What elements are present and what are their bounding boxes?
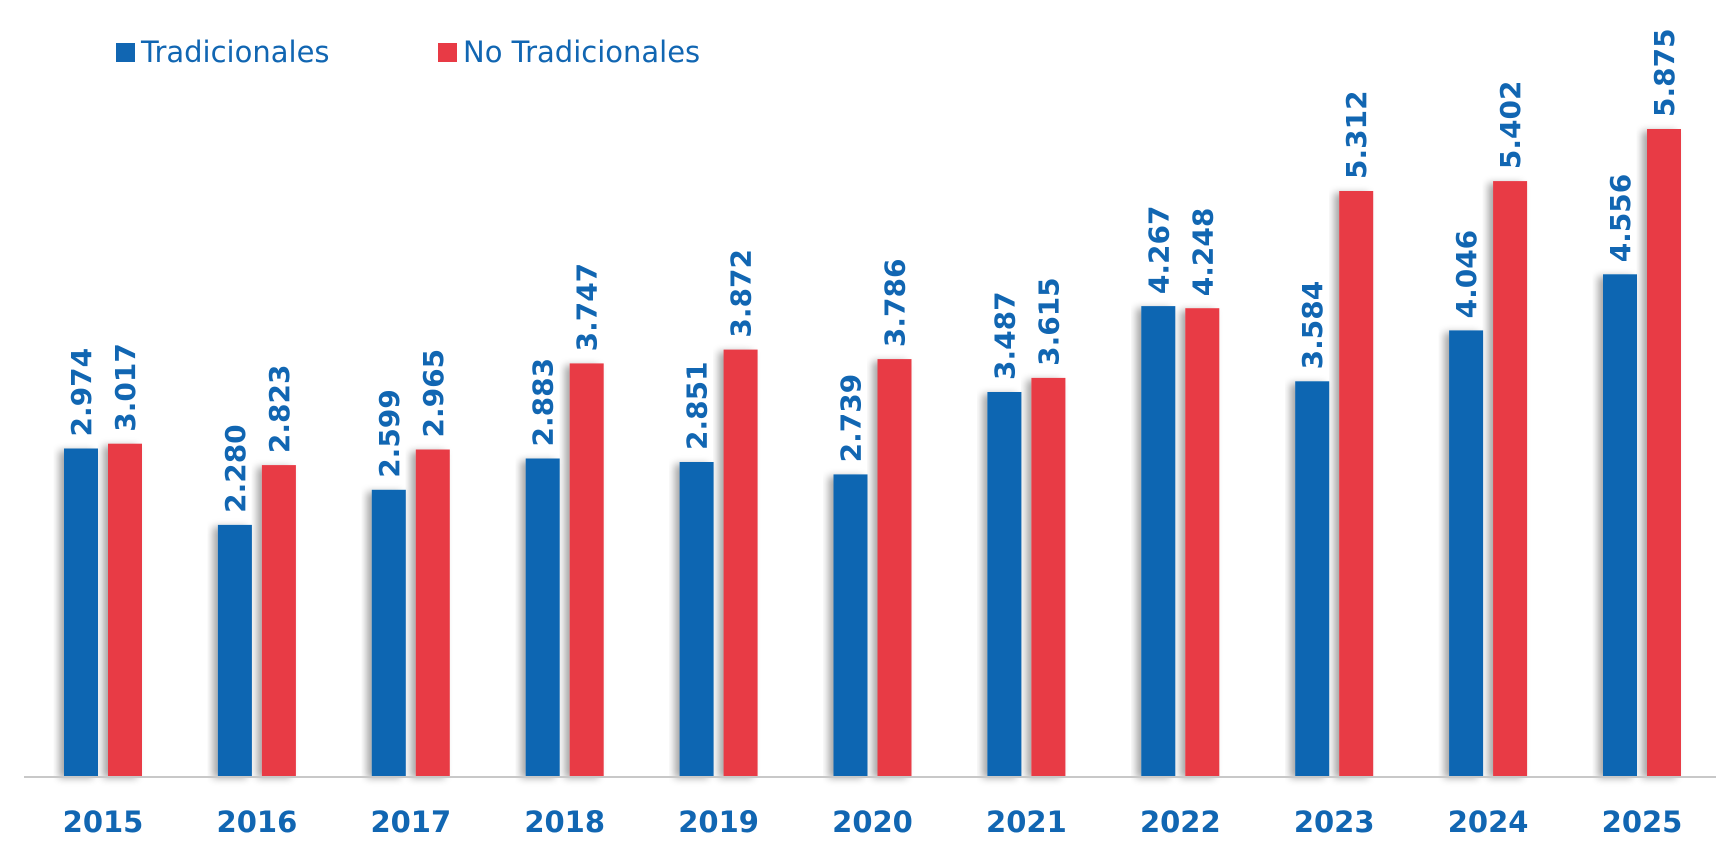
- bar-no-tradicionales-2017: [415, 449, 450, 776]
- data-label-no-tradicionales-2021: 3.615: [1032, 277, 1065, 366]
- bar-tradicionales-2019: [679, 462, 714, 776]
- data-label-tradicionales-2017: 2.599: [373, 389, 406, 478]
- data-label-no-tradicionales-2017: 2.965: [417, 349, 450, 438]
- bar-no-tradicionales-2019: [723, 349, 758, 776]
- legend-swatch-2: [438, 43, 457, 62]
- data-label-tradicionales-2024: 4.046: [1450, 230, 1483, 319]
- legend: Tradicionales No Tradicionales: [116, 35, 700, 69]
- bar-no-tradicionales-2025: [1647, 129, 1681, 776]
- data-label-no-tradicionales-2020: 3.786: [879, 259, 912, 348]
- x-tick-label-2018: 2018: [524, 805, 605, 839]
- bar-tradicionales-2016: [217, 524, 252, 776]
- data-label-no-tradicionales-2022: 4.248: [1186, 208, 1219, 297]
- data-label-tradicionales-2015: 2.974: [65, 348, 98, 437]
- x-tick-label-2015: 2015: [63, 805, 144, 839]
- bar-no-tradicionales-2023: [1339, 191, 1374, 776]
- x-axis-tick-labels: 2015 2016 2017 2018 2019 2020 2021 2022 2023 2024…: [63, 805, 1683, 839]
- data-label-tradicionales-2019: 2.851: [681, 361, 714, 450]
- bar-no-tradicionales-2022: [1185, 308, 1220, 776]
- data-label-tradicionales-2018: 2.883: [527, 358, 560, 447]
- bar-tradicionales-2025: [1603, 274, 1637, 776]
- data-label-tradicionales-2020: 2.739: [835, 374, 868, 463]
- bar-tradicionales-2021: [987, 392, 1022, 776]
- bar-no-tradicionales-2015: [108, 443, 142, 776]
- bar-no-tradicionales-2018: [569, 363, 604, 776]
- bars-group: [64, 129, 1681, 777]
- bar-no-tradicionales-2024: [1493, 181, 1528, 777]
- bar-tradicionales-2023: [1295, 381, 1330, 776]
- bar-no-tradicionales-2016: [261, 465, 296, 776]
- legend-swatch-1: [116, 43, 135, 62]
- data-label-no-tradicionales-2023: 5.312: [1340, 90, 1373, 179]
- bar-no-tradicionales-2021: [1031, 377, 1066, 776]
- data-label-no-tradicionales-2015: 3.017: [109, 343, 142, 432]
- data-label-no-tradicionales-2019: 3.872: [725, 249, 758, 338]
- x-tick-label-2021: 2021: [986, 805, 1067, 839]
- bar-tradicionales-2024: [1449, 330, 1484, 776]
- x-tick-label-2016: 2016: [217, 805, 298, 839]
- bar-tradicionales-2022: [1141, 306, 1176, 776]
- data-labels-group: 2.974 3.017 2.280 2.823 2.599 2.965 2.883 3.747…: [65, 28, 1681, 512]
- x-tick-label-2020: 2020: [832, 805, 913, 839]
- bar-tradicionales-2017: [371, 489, 406, 776]
- x-tick-label-2019: 2019: [678, 805, 759, 839]
- data-label-tradicionales-2023: 3.584: [1296, 281, 1329, 370]
- x-tick-label-2024: 2024: [1448, 805, 1529, 839]
- data-label-no-tradicionales-2016: 2.823: [263, 365, 296, 454]
- data-label-tradicionales-2025: 4.556: [1604, 174, 1637, 263]
- legend-label-2: No Tradicionales: [463, 35, 700, 69]
- x-tick-label-2023: 2023: [1294, 805, 1375, 839]
- x-tick-label-2022: 2022: [1140, 805, 1221, 839]
- x-tick-label-2017: 2017: [370, 805, 451, 839]
- bar-tradicionales-2015: [64, 448, 98, 776]
- bar-no-tradicionales-2020: [877, 359, 912, 776]
- data-label-no-tradicionales-2025: 5.875: [1648, 28, 1681, 117]
- data-label-tradicionales-2021: 3.487: [988, 291, 1021, 380]
- bar-tradicionales-2018: [525, 458, 560, 776]
- x-tick-label-2025: 2025: [1602, 805, 1683, 839]
- bar-tradicionales-2020: [833, 474, 868, 776]
- data-label-no-tradicionales-2018: 3.747: [571, 263, 604, 352]
- data-label-tradicionales-2016: 2.280: [219, 424, 252, 513]
- data-label-no-tradicionales-2024: 5.402: [1494, 81, 1527, 170]
- legend-label-1: Tradicionales: [140, 35, 330, 69]
- data-label-tradicionales-2022: 4.267: [1142, 206, 1175, 295]
